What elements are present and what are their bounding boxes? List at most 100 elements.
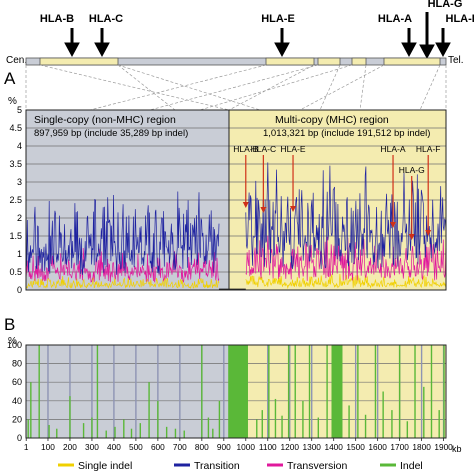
single-copy-region-bg-b: [26, 345, 229, 438]
arrow-hla-a: [401, 28, 417, 58]
gene-label-hla-a: HLA-A: [378, 13, 412, 25]
annotation-arrow-head: [408, 234, 415, 240]
panel-b-x-tick-label: 400: [107, 442, 121, 452]
indel-bar: [27, 419, 29, 438]
panel-a-y-tick-label: 3.5: [9, 159, 22, 169]
annotation-label: HLA-F: [416, 144, 441, 154]
panel-b-y-tick-label: 40: [12, 396, 22, 406]
indel-bar: [414, 345, 416, 438]
indel-block: [331, 345, 343, 438]
indel-bar: [357, 345, 359, 438]
panel-b-x-tick-label: 1300: [302, 442, 321, 452]
panel-b-x-tick-label: 1500: [346, 442, 365, 452]
gene-label-hla-f: HLA-F: [446, 13, 474, 25]
panel-a-y-tick-label: 5: [17, 105, 22, 115]
indel-bar: [139, 423, 141, 438]
indel-bar: [317, 417, 320, 438]
indel-block: [228, 345, 248, 438]
legend-label: Transition: [194, 460, 240, 472]
indel-bar: [114, 426, 116, 438]
panel-b-x-tick-label: 1900: [434, 442, 453, 452]
cen-label: Cen.: [6, 55, 27, 66]
panel-b-x-tick-label: 300: [85, 442, 99, 452]
indel-bar: [207, 417, 210, 438]
annotation-arrow-head: [390, 222, 397, 228]
panel-b-frame: [25, 344, 447, 439]
annotation-arrow-head: [260, 207, 267, 213]
panel-b-x-tick-label: 1000: [237, 442, 256, 452]
indel-bar: [38, 345, 40, 438]
chromosome-track: [25, 57, 447, 66]
indel-bar: [398, 345, 401, 438]
panel-b-y-tick-label: 80: [12, 359, 22, 369]
indel-bar: [348, 405, 350, 438]
gene-header: HLA-B HLA-C HLA-E HLA-A HLA-G HLA-F Cen.…: [6, 0, 474, 111]
annotation-arrow-head: [290, 206, 297, 212]
indel-bar: [30, 382, 32, 438]
panel-b-x-tick-label: 1800: [412, 442, 431, 452]
panel-a-y-tick-label: 4: [17, 141, 22, 151]
indel-bar: [430, 345, 433, 438]
indel-bar: [326, 345, 328, 438]
panel-b-y-ticks: 0 20 40 60 80 100: [7, 340, 22, 443]
indel-bar: [69, 396, 71, 438]
indel-bar: [130, 428, 133, 438]
panel-b-x-tick-label: 700: [173, 442, 187, 452]
indel-bar: [308, 345, 311, 438]
indel-bar: [302, 400, 304, 438]
panel-b-x-tick-label: 1100: [259, 442, 277, 452]
projection-lines: [25, 64, 447, 111]
panel-a-frame: [25, 109, 447, 291]
panel-a-y-ticks: 0 0.5 1 1.5 2 2.5 3 3.5 4 4.5 5: [9, 105, 22, 295]
annotation-label: HLA-A: [381, 144, 406, 154]
indel-bar: [183, 430, 185, 438]
panel-b-x-tick-label: 100: [41, 442, 55, 452]
panel-a-y-tick-label: 1.5: [9, 231, 22, 241]
panel-b-unit: %: [8, 336, 17, 347]
indel-bar: [157, 400, 159, 438]
multi-region-subtitle: 1,013,321 bp (include 191,512 bp indel): [263, 128, 430, 139]
gene-label-hla-g: HLA-G: [428, 0, 463, 10]
panel-b-x-tick-label: 800: [195, 442, 209, 452]
panel-b-x-tick-label: 900: [217, 442, 231, 452]
panel-b-y-tick-label: 0: [17, 433, 22, 443]
indel-bar: [218, 400, 221, 438]
legend-label: Single indel: [78, 460, 132, 472]
gene-label-hla-b: HLA-B: [40, 13, 74, 25]
gene-arrows: [64, 12, 451, 60]
panel-b-x-tick-label: 1: [24, 442, 29, 452]
indel-bar: [281, 415, 283, 438]
gene-label-hla-c: HLA-C: [89, 13, 123, 25]
indel-bar: [82, 423, 85, 438]
arrow-hla-b: [64, 28, 80, 58]
annotation-arrow-head: [242, 202, 249, 208]
annotation-label: HLA-E: [281, 144, 306, 154]
panel-a-y-tick-label: 2.5: [9, 195, 22, 205]
single-region-title: Single-copy (non-MHC) region: [34, 114, 176, 126]
tel-label: Tel.: [448, 55, 464, 66]
annotation-label: HLA-G: [399, 165, 425, 175]
indel-bar: [443, 345, 445, 438]
panel-a-y-tick-label: 1: [17, 249, 22, 259]
single-region-subtitle: 897,959 bp (include 35,289 bp indel): [34, 128, 188, 139]
arrow-hla-c: [94, 28, 110, 58]
indel-bar: [201, 345, 203, 438]
panel-a-series: [25, 162, 447, 290]
panel-a-unit: %: [8, 96, 17, 107]
indel-bar: [274, 398, 277, 438]
multi-region-title: Multi-copy (MHC) region: [275, 114, 389, 126]
panel-b-label: B: [4, 315, 15, 334]
panel-b-bars: [27, 345, 445, 438]
panel-b-x-tick-label: 1200: [281, 442, 300, 452]
panel-a-y-tick-label: 0.5: [9, 267, 22, 277]
indel-bar: [261, 410, 263, 438]
panel-a-label: A: [4, 69, 16, 88]
indel-bar: [165, 426, 168, 438]
panel-a-y-tick-label: 4.5: [9, 123, 22, 133]
panel-a-chart: 0 0.5 1 1.5 2 2.5 3 3.5 4 4.5 5 Single-copy (non-M…: [9, 105, 447, 295]
legend: Single indel Transition Transversion Indel: [58, 460, 423, 472]
panel-b-y-tick-label: 100: [7, 340, 22, 350]
gene-label-hla-e: HLA-E: [261, 13, 295, 25]
